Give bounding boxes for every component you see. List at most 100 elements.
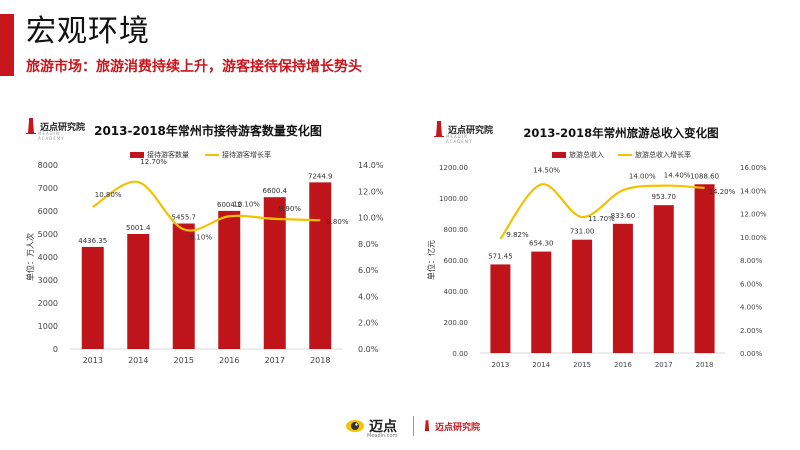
y2-tick-label: 6.00%: [740, 280, 763, 288]
y2-tick-label: 2.00%: [740, 327, 763, 335]
bar-value-label: 5001.4: [126, 224, 151, 232]
line-value-label: 11.70%: [588, 215, 615, 223]
y-tick-label: 600.00: [444, 257, 469, 265]
bar-value-label: 5455.7: [172, 214, 197, 222]
line-value-label: 14.00%: [629, 172, 656, 180]
y-tick-label: 0: [53, 345, 58, 354]
line-value-label: 14.20%: [709, 188, 736, 196]
eye-logo-icon: [346, 420, 364, 432]
bar-value-label: 6600.4: [263, 187, 288, 195]
bar: [309, 182, 332, 349]
growth-line: [92, 180, 321, 232]
logo-text: 迈点研究院: [448, 125, 494, 136]
bar-value-label: 6004.2: [217, 201, 242, 209]
legend-label-line: 接待游客增长率: [222, 150, 271, 159]
bar-value-label: 731.00: [570, 228, 595, 236]
y-tick-label: 400.00: [444, 288, 469, 296]
x-tick-label: 2018: [310, 356, 330, 365]
y2-tick-label: 12.0%: [358, 187, 384, 196]
bar-value-label: 571.45: [488, 252, 513, 260]
logo-subtext: MEADIN ACADEMY: [38, 131, 65, 141]
line-value-label: 10.80%: [95, 191, 122, 199]
legend-swatch-bar: [130, 152, 144, 158]
y-tick-label: 5000: [38, 230, 58, 239]
y-axis-label: 单位：万人次: [25, 233, 35, 281]
chart-title: 2013-2018年常州市接待游客数量变化图: [94, 123, 322, 138]
y2-tick-label: 16.00%: [740, 164, 767, 172]
footer-brand: 迈点: [369, 419, 397, 435]
y2-tick-label: 6.0%: [358, 266, 379, 275]
x-tick-label: 2017: [655, 361, 673, 369]
bar-value-label: 1088.60: [690, 172, 719, 180]
x-tick-label: 2014: [532, 361, 550, 369]
page-subtitle: 旅游市场：旅游消费持续上升，游客接待保持增长势头: [26, 59, 362, 75]
y-tick-label: 3000: [38, 276, 58, 285]
bar: [572, 239, 593, 353]
page-title: 宏观环境: [26, 14, 150, 49]
y-tick-label: 800.00: [444, 226, 469, 234]
line-value-label: 9.90%: [279, 205, 302, 213]
bar: [218, 210, 241, 349]
footer-divider: [413, 416, 414, 436]
bar: [694, 184, 715, 353]
y2-tick-label: 2.0%: [358, 319, 379, 328]
y2-tick-label: 0.00%: [740, 350, 763, 358]
bar: [612, 223, 633, 353]
y2-tick-label: 0.0%: [358, 345, 379, 354]
x-tick-label: 2013: [83, 356, 103, 365]
logo-subtext: MEADIN ACADEMY: [446, 134, 473, 144]
x-tick-label: 2016: [614, 361, 632, 369]
lighthouse-icon: [434, 121, 444, 137]
y-tick-label: 7000: [38, 184, 58, 193]
line-value-label: 14.40%: [664, 172, 691, 180]
y-tick-label: 2000: [38, 299, 58, 308]
bar: [490, 264, 511, 353]
y-axis-label: 单位：亿元: [426, 240, 436, 280]
line-value-label: 9.80%: [326, 218, 349, 226]
chart1-logo: 迈点研究院 MEADIN ACADEMY: [24, 118, 85, 141]
legend-label-bar: 旅游总收入: [569, 150, 604, 159]
y-tick-label: 8000: [38, 161, 58, 170]
footer-domain: Meadin.com: [367, 433, 398, 439]
y-tick-label: 4000: [38, 253, 58, 262]
y2-tick-label: 8.0%: [358, 240, 379, 249]
legend-label-bar: 接待游客数量: [147, 150, 189, 159]
line-value-label: 12.70%: [140, 158, 167, 166]
y-tick-label: 1200.00: [439, 164, 468, 172]
bar: [172, 223, 195, 349]
bar-value-label: 833.60: [611, 212, 636, 220]
y2-tick-label: 14.0%: [358, 161, 384, 170]
bar-value-label: 4436.35: [78, 237, 107, 245]
x-tick-label: 2015: [573, 361, 591, 369]
bar: [127, 233, 150, 349]
bar: [531, 251, 552, 353]
y2-tick-label: 10.00%: [740, 234, 767, 242]
y2-tick-label: 10.0%: [358, 214, 384, 223]
x-tick-label: 2014: [128, 356, 148, 365]
y-tick-label: 6000: [38, 207, 58, 216]
y2-tick-label: 8.00%: [740, 257, 763, 265]
x-tick-label: 2017: [265, 356, 285, 365]
line-value-label: 14.50%: [533, 166, 560, 174]
chart2-logo: 迈点研究院 MEADIN ACADEMY: [432, 121, 494, 144]
bar-value-label: 654.30: [529, 240, 554, 248]
y-tick-label: 1000: [38, 322, 58, 331]
bar: [653, 205, 674, 353]
x-tick-label: 2015: [174, 356, 194, 365]
bar-value-label: 7244.9: [308, 172, 333, 180]
y2-tick-label: 12.00%: [740, 211, 767, 219]
growth-line: [499, 183, 705, 240]
y-tick-label: 200.00: [444, 319, 469, 327]
y-tick-label: 1000.00: [439, 195, 468, 203]
line-value-label: 9.10%: [190, 233, 213, 241]
lighthouse-icon: [26, 118, 36, 134]
chart-title: 2013-2018年常州旅游总收入变化图: [523, 126, 718, 140]
x-tick-label: 2013: [492, 361, 510, 369]
bar-value-label: 953.70: [652, 193, 677, 201]
bar: [263, 197, 286, 349]
y2-tick-label: 14.00%: [740, 187, 767, 195]
line-value-label: 9.82%: [506, 231, 529, 239]
lighthouse-icon: [424, 420, 430, 431]
legend-label-line: 旅游总收入增长率: [635, 150, 691, 159]
